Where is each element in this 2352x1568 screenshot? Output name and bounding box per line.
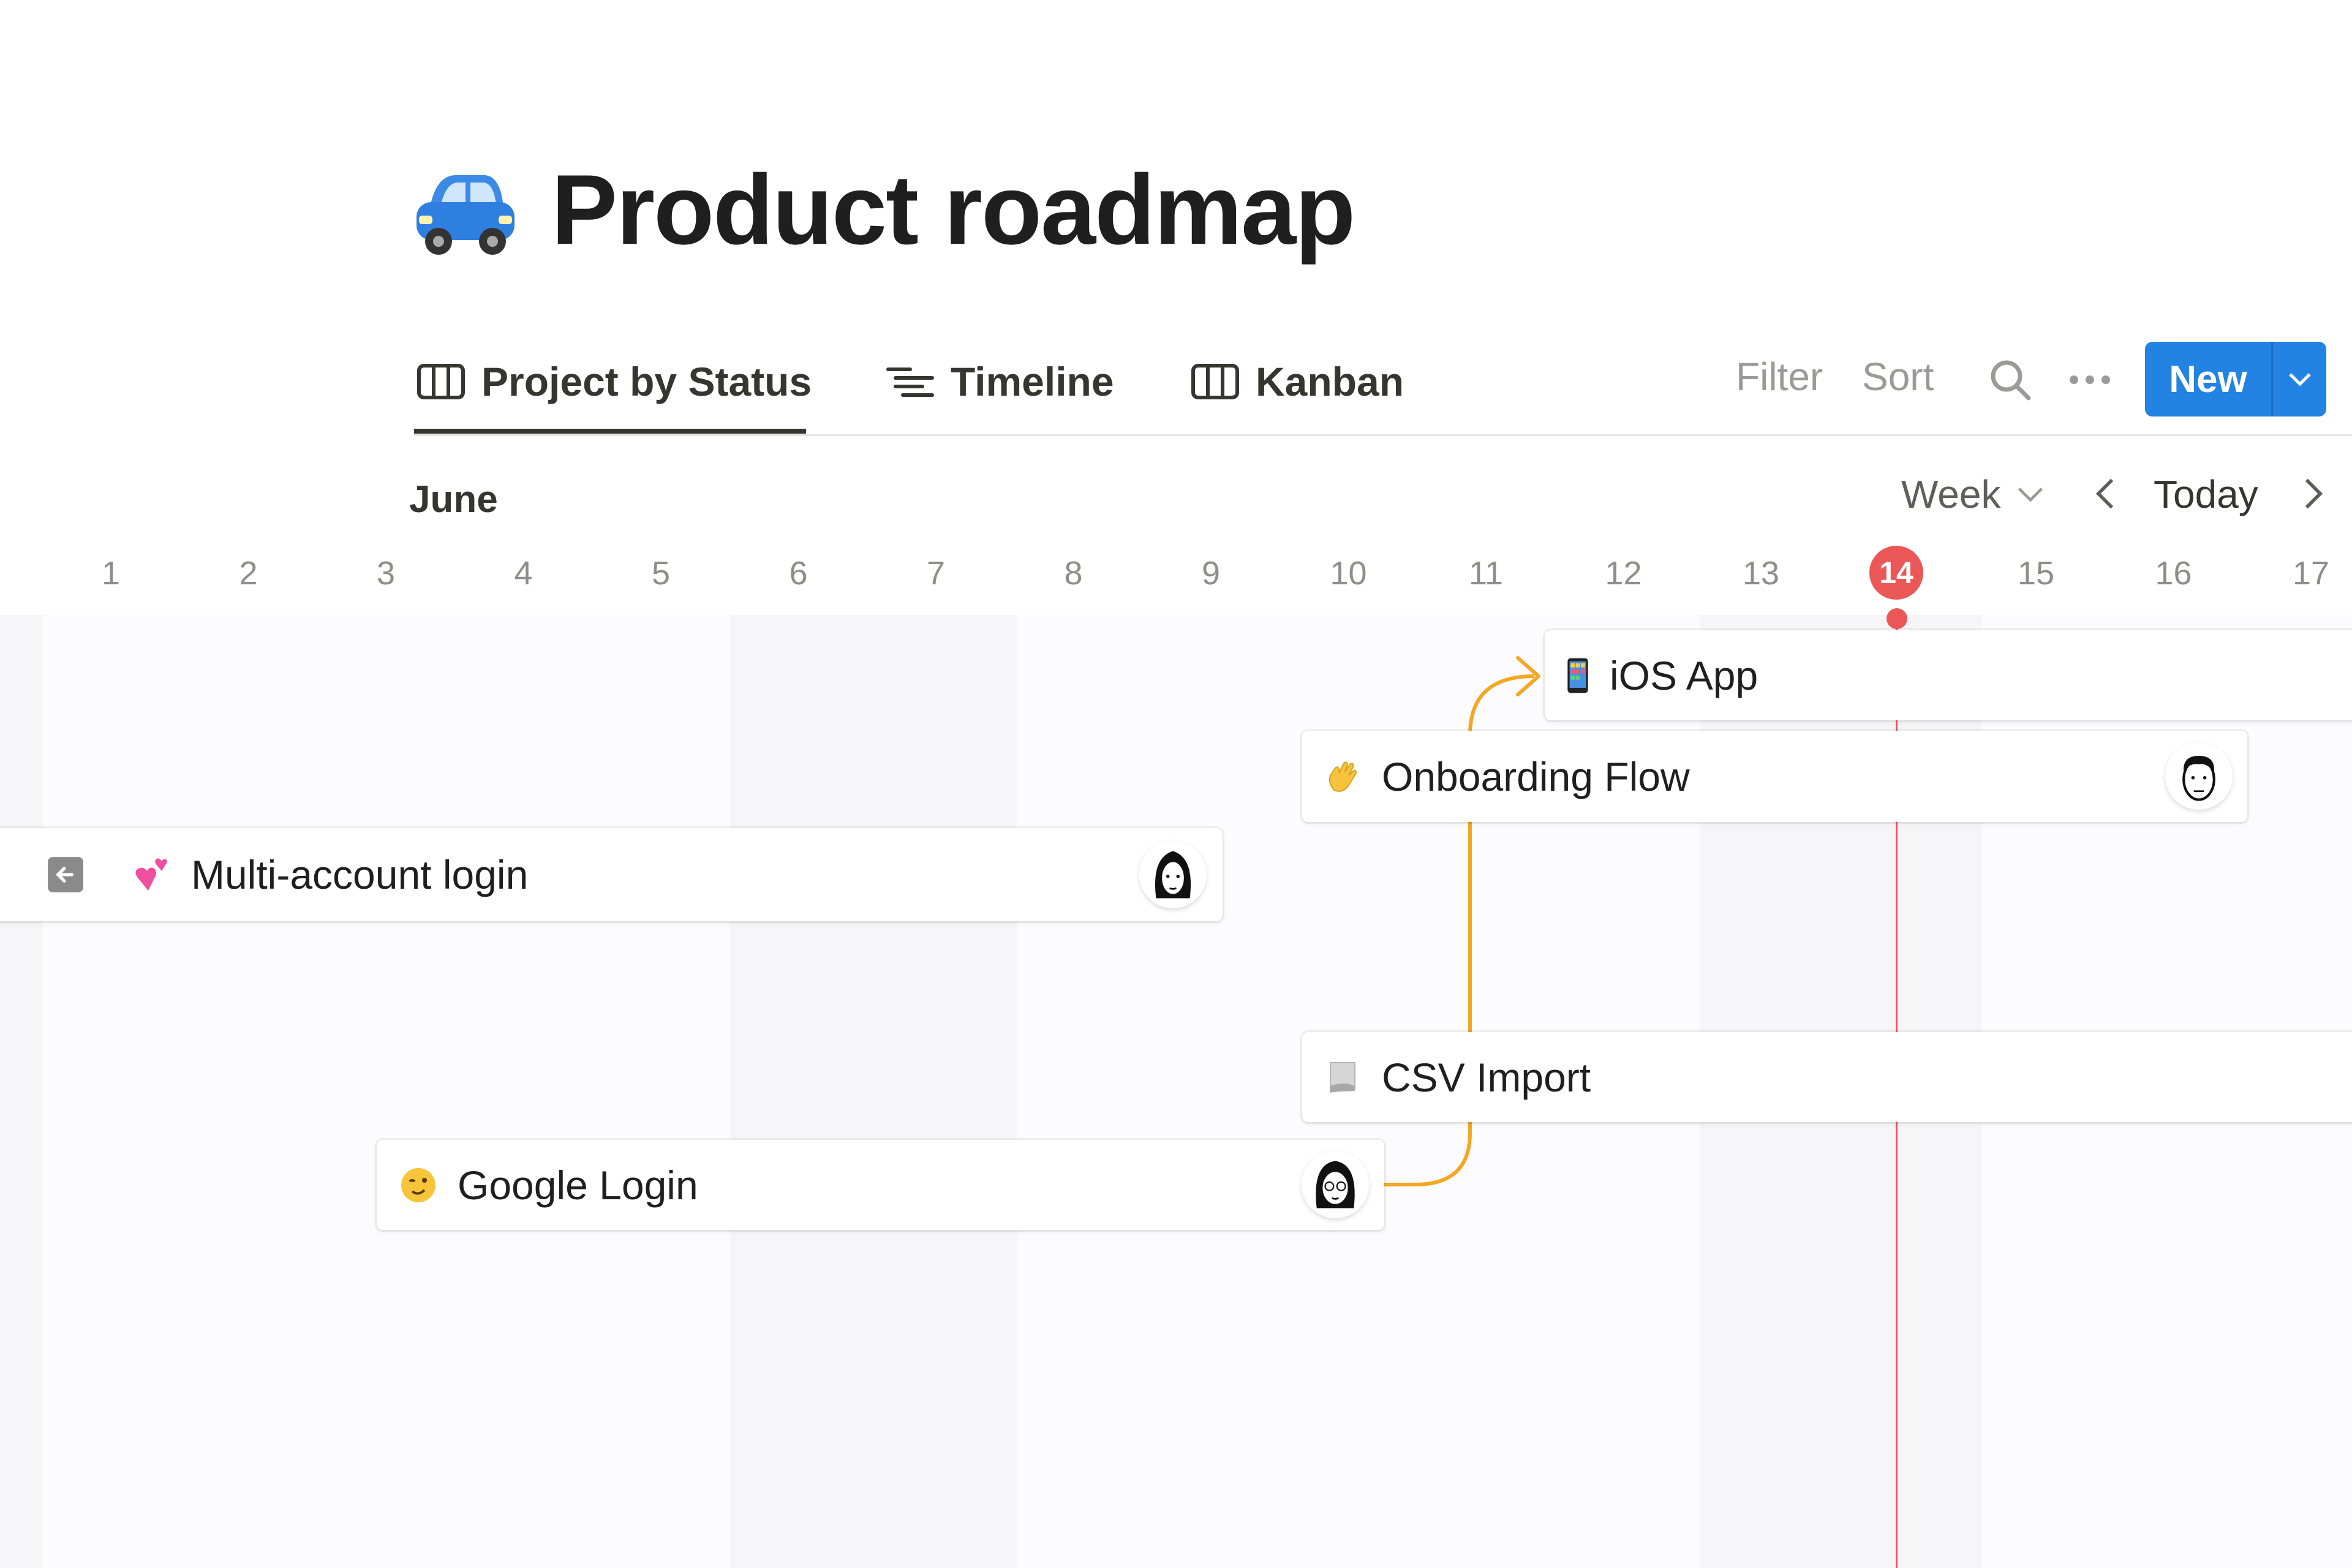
timeline-item-ios-app[interactable]: iOS App [1545, 630, 2352, 720]
search-icon[interactable] [1988, 358, 2032, 402]
item-title: Onboarding Flow [1382, 753, 1690, 799]
scale-selector[interactable]: Week [1901, 472, 2045, 517]
timeline-item-google-login[interactable]: Google Login [377, 1140, 1384, 1230]
avatar[interactable] [1139, 841, 1207, 908]
day-label: 15 [2017, 555, 2055, 592]
waving-hand-icon [1329, 761, 1357, 792]
page-title: Product roadmap [551, 154, 1355, 265]
divider [414, 434, 2352, 436]
sort-button[interactable]: Sort [1862, 355, 1934, 399]
today-button[interactable]: Today [2154, 472, 2258, 516]
timeline-item-onboarding-flow[interactable]: Onboarding Flow [1302, 731, 2247, 822]
avatar[interactable] [1302, 1151, 1369, 1218]
tab-label: Kanban [1256, 359, 1404, 404]
item-title: Google Login [458, 1162, 698, 1208]
mobile-phone-icon [1567, 658, 1588, 693]
timeline-item-csv-import[interactable]: CSV Import [1302, 1032, 2352, 1122]
month-label: June [409, 478, 498, 521]
tab-timeline[interactable]: Timeline [886, 358, 1114, 405]
day-label: 10 [1330, 555, 1367, 592]
day-label: 11 [1468, 555, 1504, 592]
scale-label: Week [1901, 472, 2001, 516]
day-label: 9 [1201, 555, 1221, 592]
two-hearts-icon [135, 858, 167, 891]
timeline-item-multi-account-login[interactable]: Multi-account login [0, 828, 1223, 921]
active-tab-indicator [414, 429, 806, 434]
new-button-label: New [2169, 358, 2247, 401]
tab-kanban[interactable]: Kanban [1191, 358, 1404, 405]
filter-button[interactable]: Filter [1736, 355, 1823, 399]
winking-face-icon [401, 1167, 435, 1202]
page-icon [1330, 1061, 1355, 1093]
board-columns-icon [1191, 364, 1239, 399]
tab-label: Timeline [951, 359, 1114, 404]
day-label: 17 [2292, 555, 2330, 592]
day-label: 13 [1742, 555, 1780, 592]
day-label: 6 [789, 555, 808, 592]
day-label: 7 [926, 555, 946, 592]
chevron-left-icon[interactable] [2095, 477, 2116, 511]
day-label: 1 [101, 555, 121, 592]
car-icon [417, 175, 514, 255]
day-label: 4 [514, 555, 533, 592]
weekend-column [730, 615, 1017, 1568]
day-label: 5 [651, 555, 671, 592]
today-marker-dot [1887, 608, 1907, 629]
day-label: 3 [376, 555, 396, 592]
item-title: CSV Import [1382, 1054, 1591, 1100]
avatar[interactable] [2165, 742, 2233, 810]
day-label: 2 [239, 555, 258, 592]
weekend-column [0, 615, 43, 1568]
chevron-right-icon[interactable] [2303, 477, 2324, 511]
today-day-badge: 14 [1869, 546, 1923, 600]
item-title: Multi-account login [191, 852, 529, 897]
item-title: iOS App [1610, 652, 1758, 698]
day-label: 12 [1605, 555, 1642, 592]
tab-label: Project by Status [481, 359, 812, 404]
timeline-list-icon [886, 368, 934, 397]
chevron-down-icon [2018, 488, 2043, 502]
button-separator [2271, 342, 2273, 417]
table-columns-icon [417, 364, 465, 399]
new-button[interactable]: New [2145, 342, 2326, 417]
tab-project-by-status[interactable]: Project by Status [417, 358, 812, 405]
day-label: 16 [2155, 555, 2192, 592]
day-label: 8 [1064, 555, 1083, 592]
new-dropdown-button[interactable] [2273, 372, 2326, 386]
chevron-down-icon [2288, 373, 2311, 386]
ellipsis-icon[interactable] [2068, 372, 2112, 387]
arrow-left-icon[interactable] [47, 856, 85, 894]
